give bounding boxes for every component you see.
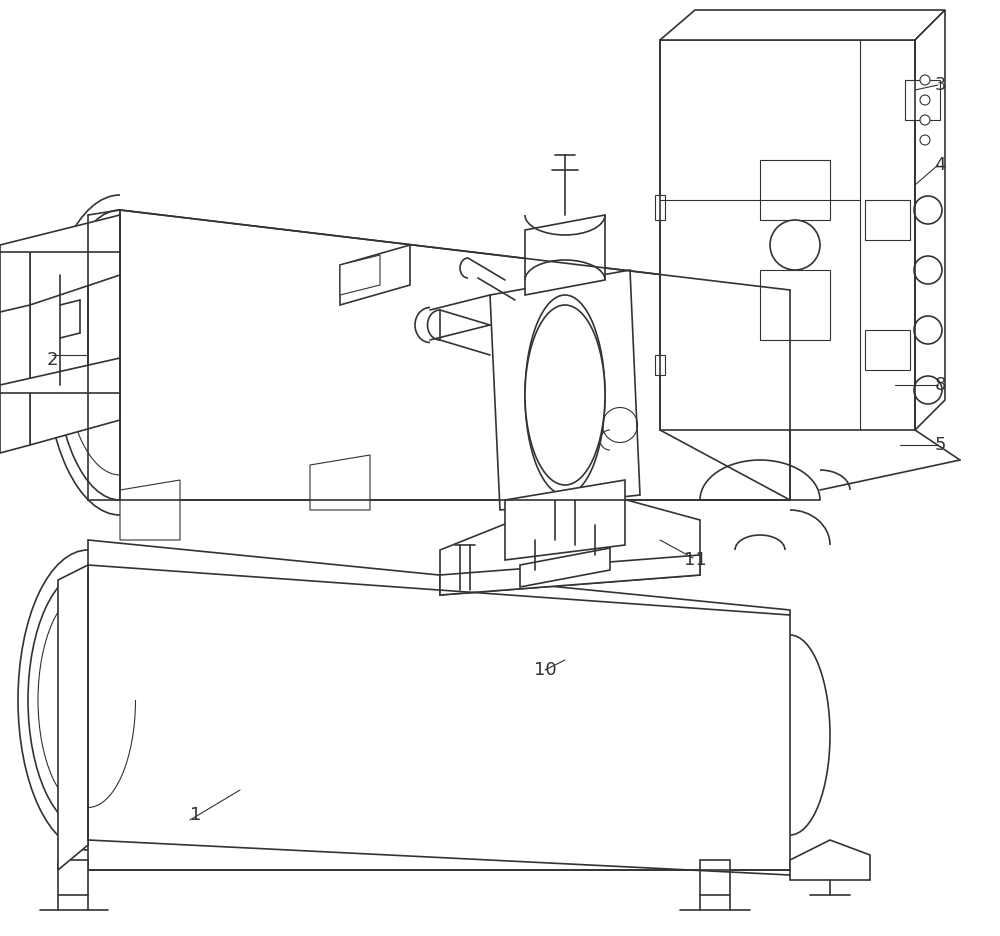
Polygon shape (655, 195, 665, 220)
Polygon shape (0, 215, 120, 252)
Polygon shape (865, 330, 910, 370)
Ellipse shape (920, 75, 930, 85)
Polygon shape (30, 215, 120, 305)
Polygon shape (655, 355, 665, 375)
Ellipse shape (914, 316, 942, 344)
Polygon shape (30, 360, 120, 445)
Polygon shape (58, 565, 88, 870)
Polygon shape (120, 480, 180, 540)
Polygon shape (340, 255, 380, 295)
Polygon shape (490, 270, 640, 510)
Text: 10: 10 (534, 661, 556, 679)
Polygon shape (0, 245, 30, 312)
Polygon shape (790, 840, 870, 880)
Polygon shape (340, 245, 410, 305)
Polygon shape (88, 540, 790, 870)
Polygon shape (440, 490, 700, 595)
Polygon shape (505, 480, 625, 560)
Ellipse shape (914, 256, 942, 284)
Ellipse shape (914, 196, 942, 224)
Ellipse shape (914, 376, 942, 404)
Polygon shape (660, 10, 945, 40)
Polygon shape (0, 385, 30, 453)
Polygon shape (30, 260, 88, 415)
Text: 2: 2 (46, 351, 58, 369)
Ellipse shape (920, 115, 930, 125)
Text: 5: 5 (934, 436, 946, 454)
Polygon shape (760, 270, 830, 340)
Ellipse shape (920, 135, 930, 145)
Polygon shape (440, 555, 700, 595)
Polygon shape (0, 270, 30, 415)
Polygon shape (700, 860, 730, 895)
Text: 3: 3 (934, 76, 946, 94)
Polygon shape (660, 40, 915, 430)
Polygon shape (120, 210, 790, 500)
Polygon shape (865, 200, 910, 240)
Ellipse shape (770, 220, 820, 270)
Polygon shape (520, 548, 610, 587)
Polygon shape (915, 10, 945, 430)
Polygon shape (525, 215, 605, 295)
Polygon shape (760, 160, 830, 220)
Text: 11: 11 (684, 551, 706, 569)
Text: 1: 1 (190, 806, 201, 824)
Polygon shape (58, 860, 88, 895)
Text: 4: 4 (934, 156, 946, 174)
Ellipse shape (920, 95, 930, 105)
Ellipse shape (525, 305, 605, 485)
Polygon shape (310, 455, 370, 510)
Text: 8: 8 (934, 376, 946, 394)
Polygon shape (0, 358, 120, 393)
Polygon shape (905, 80, 940, 120)
